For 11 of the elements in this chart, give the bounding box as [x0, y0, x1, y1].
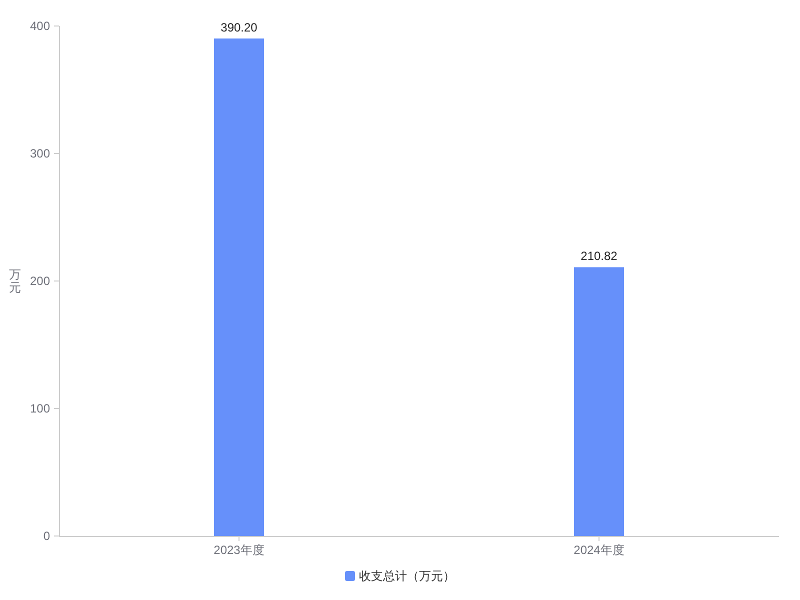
data-label: 390.20: [220, 20, 258, 34]
y-tick-label: 0: [43, 529, 50, 543]
x-tick-label: 2023年度: [214, 543, 264, 557]
y-tick-label: 300: [30, 146, 50, 160]
legend-label: 收支总计（万元）: [359, 569, 455, 583]
y-tick-label: 100: [30, 402, 50, 416]
data-label: 210.82: [580, 249, 618, 264]
y-tick-label: 200: [30, 274, 50, 288]
y-axis-title: 万元: [9, 268, 21, 294]
x-tick-label: 2024年度: [574, 543, 624, 557]
y-tick-label: 400: [30, 19, 50, 33]
